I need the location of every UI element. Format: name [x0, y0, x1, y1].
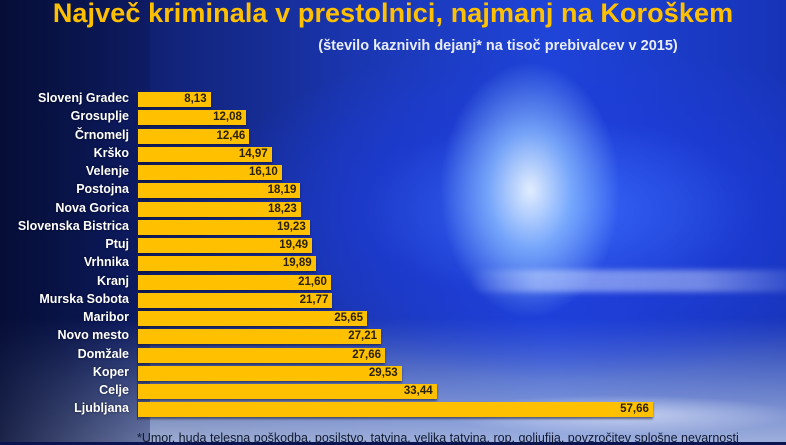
category-label: Nova Gorica [55, 200, 129, 215]
value-label: 12,46 [216, 129, 246, 142]
bar: 25,65 [138, 311, 368, 326]
bar: 16,10 [138, 165, 282, 180]
value-label: 57,66 [620, 403, 649, 416]
value-label: 27,66 [352, 348, 381, 361]
category-label: Postojna [76, 182, 129, 197]
value-label: 8,13 [184, 93, 207, 105]
category-label: Slovenj Gradec [37, 91, 129, 105]
bar: 33,44 [138, 384, 437, 399]
bar-row: Nova Gorica 18,23 [0, 200, 786, 217]
bar: 19,89 [138, 256, 316, 272]
category-label: Domžale [77, 346, 129, 361]
bar-row: Slovenska Bistrica 19,23 [0, 218, 786, 235]
bar-row: Novo mesto 27,21 [0, 328, 786, 345]
bar-row: Ljubljana 57,66 [0, 401, 786, 418]
bar: 14,97 [138, 146, 272, 162]
footnote: *Umor, huda telesna poškodba, posilstvo,… [137, 431, 739, 445]
category-label: Velenje [85, 164, 129, 178]
value-label: 25,65 [334, 312, 364, 324]
bar: 29,53 [138, 365, 402, 381]
bar: 18,23 [138, 201, 301, 217]
value-label: 21,60 [298, 275, 327, 288]
bar: 18,19 [138, 183, 301, 199]
bar: 21,60 [138, 274, 331, 290]
value-label: 27,21 [348, 330, 377, 343]
bar: 27,21 [138, 329, 381, 345]
background-left-shade [0, 0, 150, 442]
category-label: Maribor [83, 310, 129, 324]
category-label: Ptuj [105, 237, 129, 251]
background-light-streak [470, 270, 786, 292]
value-label: 21,77 [299, 293, 329, 306]
bar-row: Domžale 27,66 [0, 346, 786, 363]
category-label: Murska Sobota [39, 291, 129, 306]
bar-row: Maribor 25,65 [0, 310, 786, 326]
bar: 27,66 [138, 347, 385, 363]
value-label: 19,49 [279, 239, 309, 251]
bar: 8,13 [138, 92, 211, 107]
bar: 19,23 [138, 219, 310, 235]
value-label: 12,08 [213, 111, 242, 124]
value-label: 29,53 [368, 366, 398, 379]
category-label: Celje [99, 383, 129, 397]
category-label: Grosuplje [70, 109, 129, 124]
value-label: 19,89 [282, 257, 312, 270]
bar-row: Murska Sobota 21,77 [0, 291, 786, 308]
category-label: Vrhnika [83, 255, 129, 270]
category-label: Črnomelj [74, 127, 129, 142]
bar-row: Grosuplje 12,08 [0, 109, 786, 126]
value-label: 18,23 [268, 202, 297, 215]
bar: 57,66 [138, 402, 653, 418]
category-axis-line [137, 90, 138, 420]
bar-row: Celje 33,44 [0, 383, 786, 399]
chart-title: Največ kriminala v prestolnici, najmanj … [52, 0, 734, 28]
bar-row: Koper 29,53 [0, 364, 786, 381]
value-label: 33,44 [403, 385, 433, 397]
value-label: 18,19 [267, 184, 297, 197]
category-label: Slovenska Bistrica [17, 218, 129, 233]
category-label: Kranj [97, 273, 129, 288]
bar-row: Slovenj Gradec 8,13 [0, 91, 786, 107]
category-label: Koper [92, 364, 129, 379]
bar-row: Kranj 21,60 [0, 273, 786, 290]
bar-row: Postojna 18,19 [0, 182, 786, 199]
value-label: 16,10 [248, 166, 278, 178]
chart-subtitle: (število kaznivih dejanj* na tisoč prebi… [318, 38, 678, 54]
bar: 19,49 [138, 238, 313, 253]
bar: 12,08 [138, 110, 246, 126]
bar: 21,77 [138, 292, 333, 308]
category-label: Ljubljana [74, 401, 129, 416]
value-label: 14,97 [238, 147, 268, 160]
category-label: Novo mesto [57, 328, 129, 343]
bar-row: Velenje 16,10 [0, 164, 786, 180]
bar-row: Ptuj 19,49 [0, 237, 786, 253]
bar-row: Vrhnika 19,89 [0, 255, 786, 272]
category-label: Krško [93, 145, 129, 160]
value-label: 19,23 [276, 220, 306, 233]
bar-row: Krško 14,97 [0, 145, 786, 162]
bar: 12,46 [138, 128, 250, 144]
bar-row: Črnomelj 12,46 [0, 127, 786, 144]
